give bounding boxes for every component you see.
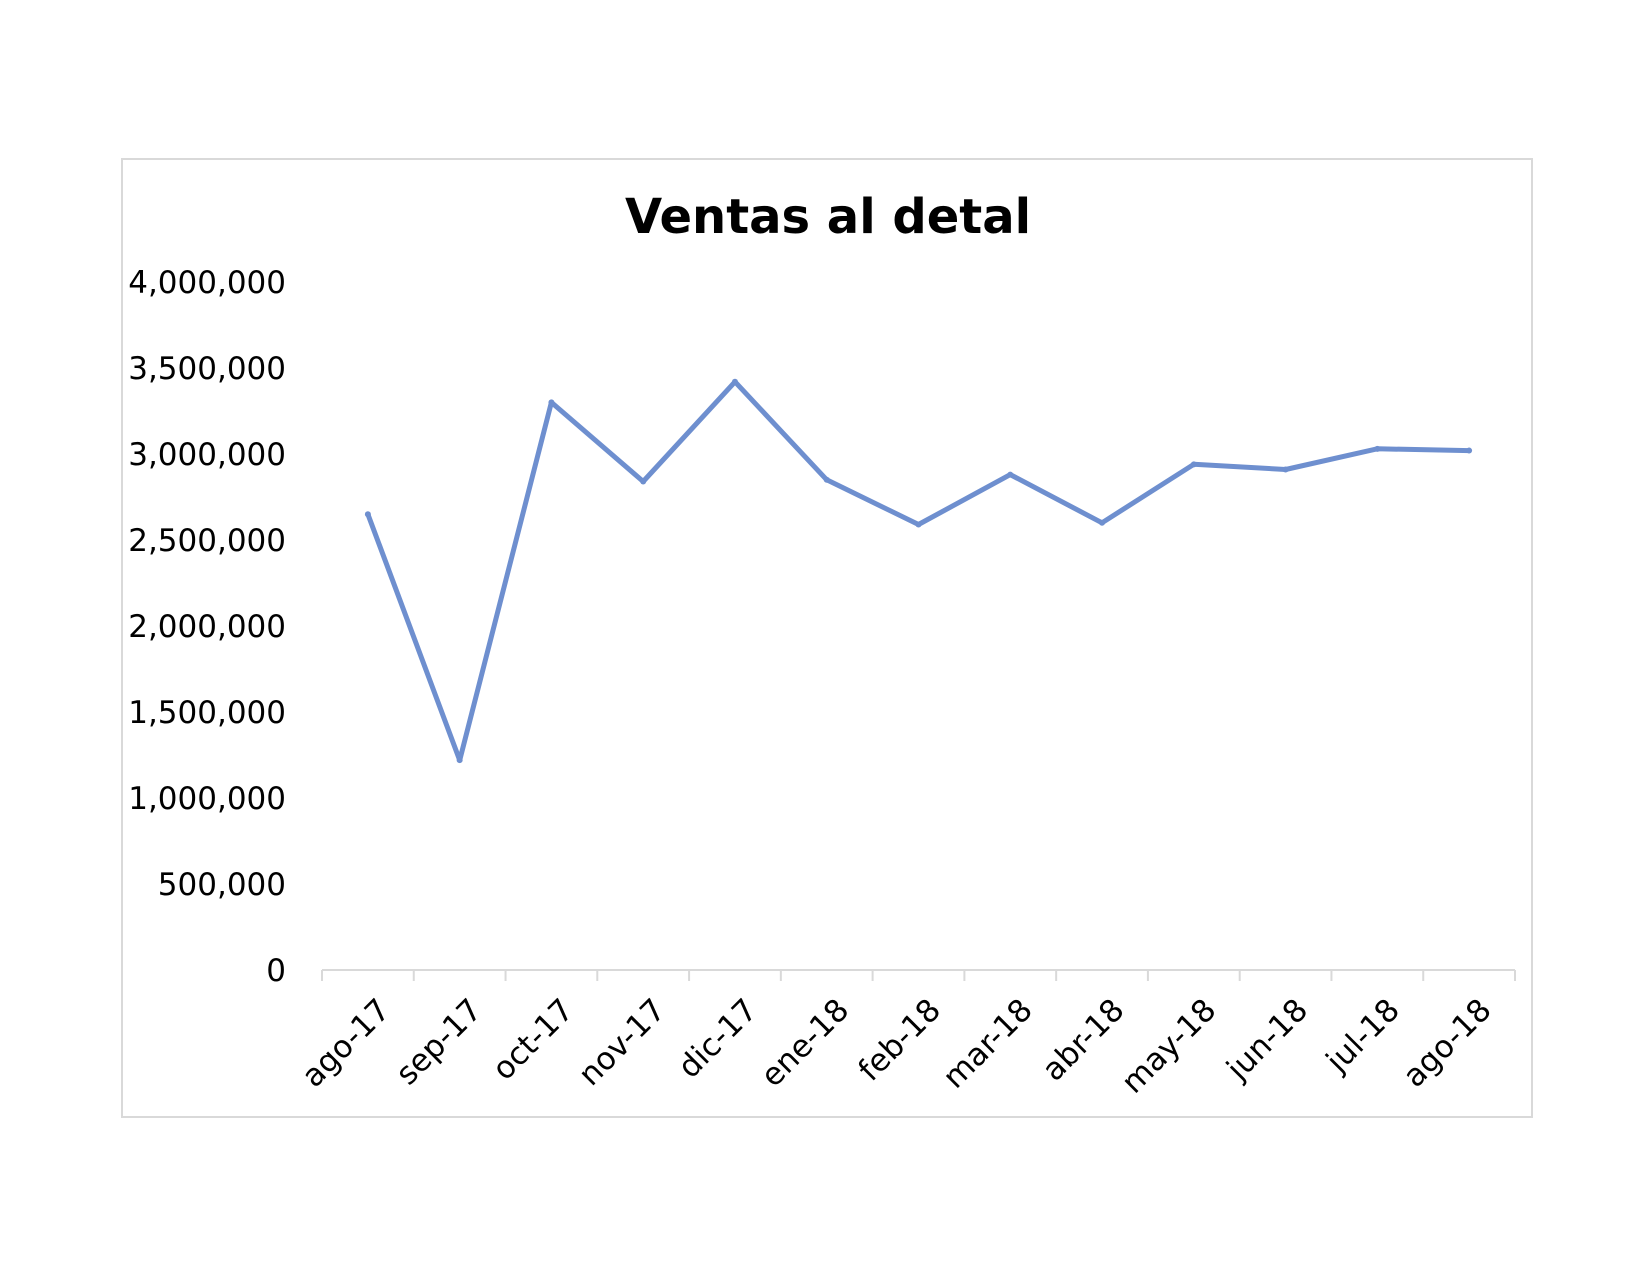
x-axis-ticks: ago-17sep-17oct-17nov-17dic-17ene-18feb-… xyxy=(295,992,1499,1101)
x-tick-label: jul-18 xyxy=(1319,992,1407,1080)
y-tick-label: 3,500,000 xyxy=(128,351,286,387)
x-tick-label: dic-17 xyxy=(671,992,764,1085)
x-tick-label: sep-17 xyxy=(389,992,489,1092)
x-tick-label: oct-17 xyxy=(486,992,581,1087)
data-point xyxy=(1190,461,1197,468)
y-axis-ticks: 0 500,000 1,000,000 1,500,000 2,000,000 2,500… xyxy=(128,265,286,989)
data-point xyxy=(640,478,647,485)
data-point xyxy=(1099,519,1106,526)
x-tick-label: ago-18 xyxy=(1396,992,1498,1094)
chart-frame xyxy=(121,158,1533,1118)
y-tick-label: 1,500,000 xyxy=(128,695,286,731)
data-point xyxy=(1374,445,1381,452)
x-tick-label: feb-18 xyxy=(852,992,948,1088)
x-tick-label: may-18 xyxy=(1115,992,1224,1101)
y-tick-label: 3,000,000 xyxy=(128,437,286,473)
y-tick-label: 1,000,000 xyxy=(128,781,286,817)
y-tick-label: 2,000,000 xyxy=(128,609,286,645)
y-tick-label: 2,500,000 xyxy=(128,523,286,559)
y-tick-label: 0 xyxy=(266,953,286,989)
data-point xyxy=(1282,466,1289,473)
x-tick-label: ene-18 xyxy=(754,992,856,1094)
y-tick-label: 500,000 xyxy=(158,867,286,903)
data-point xyxy=(1007,471,1014,478)
x-tick-label: ago-17 xyxy=(295,992,397,1094)
x-tick-label: mar-18 xyxy=(936,992,1040,1096)
data-point xyxy=(823,476,830,483)
data-point xyxy=(548,399,555,406)
y-tick-label: 4,000,000 xyxy=(128,265,286,301)
data-point xyxy=(1466,447,1473,454)
series-group xyxy=(364,378,1473,764)
data-point xyxy=(915,521,922,528)
data-point xyxy=(456,757,463,764)
chart-title: Ventas al detal xyxy=(625,189,1031,245)
x-tick-label: jun-18 xyxy=(1219,992,1315,1088)
x-tick-label: nov-17 xyxy=(572,992,673,1093)
x-axis xyxy=(321,969,1516,981)
data-point xyxy=(731,378,738,385)
data-point xyxy=(364,511,371,518)
series-line xyxy=(365,379,1472,763)
